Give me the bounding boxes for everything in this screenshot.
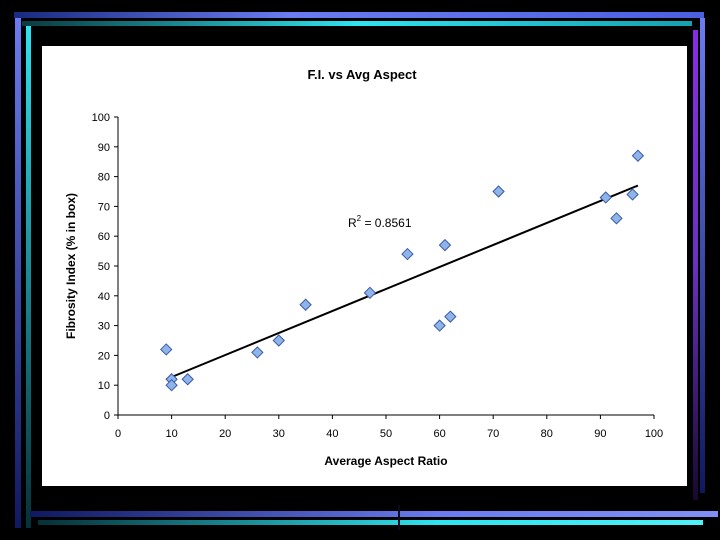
data-point-diamond — [626, 188, 639, 201]
y-tick-label: 80 — [98, 172, 110, 184]
x-tick-label: 50 — [380, 428, 392, 440]
y-axis-ticks: 0 10 20 30 40 50 60 70 80 90 100 — [92, 112, 118, 422]
bottom-accent-bar-cyan — [38, 520, 703, 525]
y-tick-label: 40 — [98, 291, 110, 303]
scatter-chart: F.I. vs Avg Aspect 010203040506070809010… — [64, 67, 664, 468]
chart-title: F.I. vs Avg Aspect — [307, 67, 417, 82]
x-axis-ticks: 0 10 20 30 40 50 60 70 80 90 100 — [115, 415, 663, 440]
y-tick-label: 70 — [98, 201, 110, 213]
x-tick-label: 10 — [165, 428, 177, 440]
data-points — [160, 149, 645, 392]
data-point-diamond — [181, 373, 194, 386]
x-tick-label: 40 — [326, 428, 338, 440]
data-point-diamond — [251, 346, 264, 359]
r-squared-value: = 0.8561 — [361, 216, 412, 230]
x-tick-label: 100 — [645, 428, 663, 440]
x-tick-label: 30 — [273, 428, 285, 440]
top-accent-bar-blue — [14, 12, 704, 18]
data-point-diamond — [631, 149, 645, 162]
data-point-diamond — [160, 343, 173, 356]
y-tick-label: 60 — [98, 231, 110, 243]
y-tick-label: 30 — [98, 321, 110, 333]
x-tick-label: 60 — [433, 428, 445, 440]
data-point-diamond — [438, 238, 452, 252]
right-accent-bar-purple — [693, 30, 698, 500]
x-tick-label: 0 — [115, 428, 121, 440]
r-squared-annotation: R2 = 0.8561 — [348, 214, 412, 230]
data-point-diamond — [433, 319, 446, 332]
x-axis-title: Average Aspect Ratio — [324, 454, 447, 468]
chart-panel: F.I. vs Avg Aspect 0 10 20 30 40 50 60 70 80 90 10… — [42, 46, 687, 486]
y-tick-label: 50 — [98, 261, 110, 273]
data-point-diamond — [610, 212, 623, 225]
top-accent-bar-cyan — [22, 21, 692, 26]
plot-area: 0 10 20 30 40 50 60 70 80 90 100 0 10 20 30 40 50 60 70 80… — [92, 112, 664, 440]
x-tick-label: 90 — [594, 428, 606, 440]
y-axis-title: Fibrosity Index (% in box) — [64, 193, 78, 339]
data-point-diamond — [165, 378, 178, 392]
x-tick-label: 80 — [541, 428, 553, 440]
data-point-diamond — [599, 191, 612, 204]
data-point-diamond — [272, 334, 286, 347]
data-point-diamond — [444, 310, 457, 323]
data-point-diamond — [363, 286, 377, 300]
y-tick-label: 0 — [104, 410, 110, 422]
y-tick-label: 10 — [98, 380, 110, 392]
bottom-divider-tick — [398, 505, 400, 530]
data-point-diamond — [492, 185, 505, 198]
x-tick-label: 20 — [219, 428, 231, 440]
r-squared-superscript: 2 — [357, 214, 362, 223]
data-point-diamond — [299, 298, 312, 311]
right-accent-bar-blue — [700, 18, 705, 493]
y-tick-label: 90 — [98, 142, 110, 154]
r-squared-base: R — [348, 216, 357, 230]
trendline — [165, 184, 639, 381]
x-tick-label: 70 — [487, 428, 499, 440]
data-point-diamond — [401, 247, 414, 261]
y-tick-label: 20 — [98, 350, 110, 362]
y-tick-label: 100 — [92, 112, 110, 124]
left-accent-bar-blue — [15, 18, 21, 528]
left-accent-bar-cyan — [26, 26, 31, 528]
bottom-accent-bar-blue — [30, 511, 718, 517]
